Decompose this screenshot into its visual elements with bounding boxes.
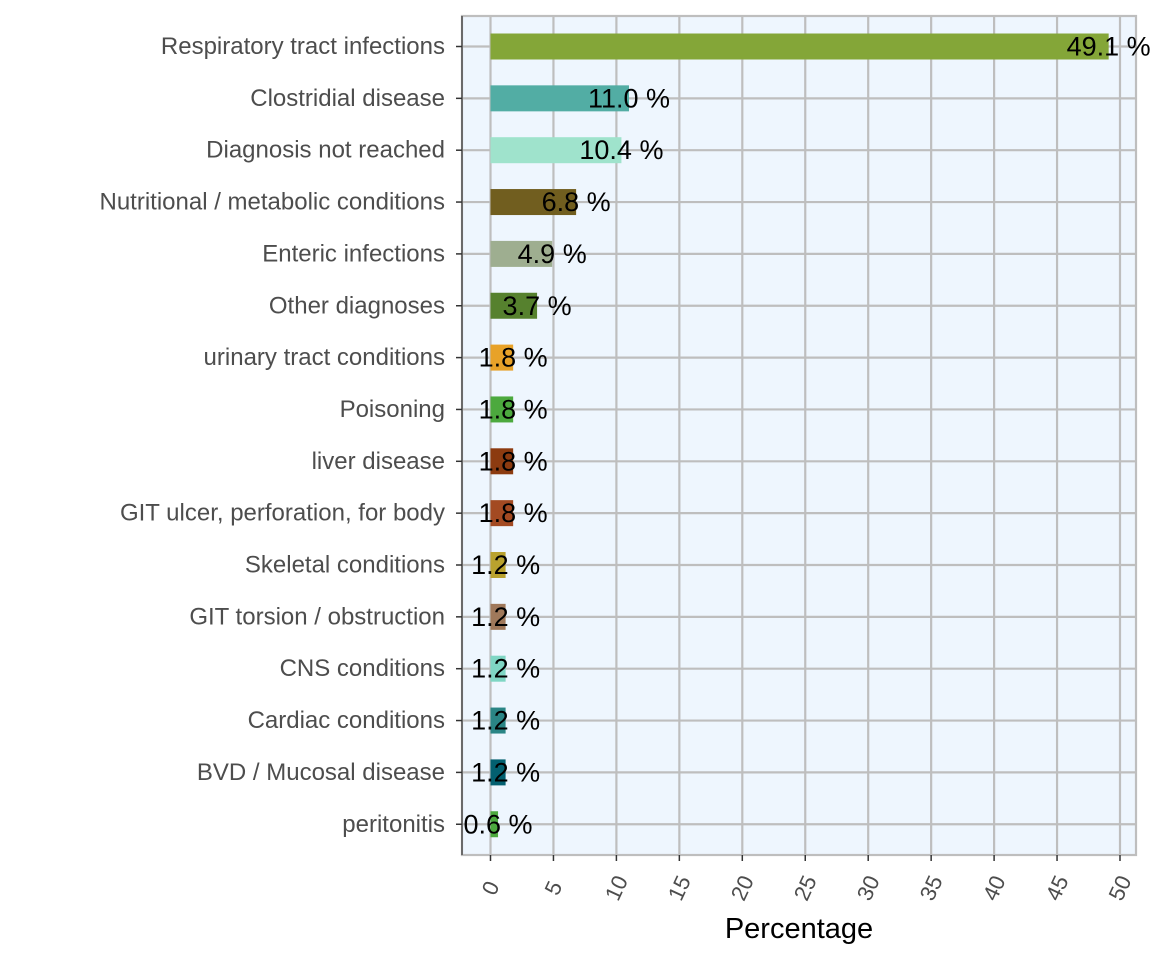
- bar: [490, 552, 506, 578]
- bar: [490, 603, 506, 630]
- x-axis-ticks: 0 5 10 15 20 25 30 35 40 45 50: [477, 855, 1137, 904]
- bar: [490, 811, 499, 838]
- data-label: 0.6 %: [464, 809, 533, 839]
- bar: [490, 137, 622, 164]
- category-label: BVD / Mucosal disease: [197, 759, 445, 786]
- x-tick-label: 20: [726, 872, 759, 905]
- category-label: Clostridial disease: [250, 85, 445, 112]
- data-label: 4.9 %: [518, 239, 587, 269]
- x-tick-label: 40: [978, 872, 1011, 905]
- x-tick-label: 10: [600, 872, 633, 905]
- category-label: Cardiac conditions: [248, 707, 445, 734]
- bar: [490, 292, 538, 319]
- bar: [490, 189, 577, 216]
- bar: [490, 85, 629, 112]
- bar: [490, 759, 506, 786]
- category-label: GIT ulcer, perforation, for body: [120, 500, 445, 527]
- category-label: Diagnosis not reached: [206, 137, 445, 164]
- data-label: 11.0 %: [588, 83, 670, 113]
- category-label: Respiratory tract infections: [161, 33, 445, 60]
- category-labels: Respiratory tract infections Clostridial …: [99, 33, 445, 838]
- data-label: 1.2 %: [471, 706, 540, 736]
- category-label: urinary tract conditions: [204, 344, 445, 371]
- bar: [490, 707, 506, 734]
- data-label: 1.8 %: [479, 498, 548, 528]
- category-label: GIT torsion / obstruction: [189, 603, 445, 630]
- category-label: liver disease: [312, 448, 445, 475]
- x-tick-label: 30: [852, 872, 885, 905]
- bar: [490, 33, 1109, 60]
- x-tick-label: 35: [915, 872, 948, 905]
- x-tick-label: 15: [663, 872, 696, 905]
- x-tick-label: 45: [1041, 872, 1074, 905]
- data-label: 1.2 %: [471, 602, 540, 632]
- data-label: 1.2 %: [471, 654, 540, 684]
- category-label: peritonitis: [342, 811, 445, 838]
- x-tick-label: 25: [789, 872, 822, 905]
- data-label: 1.2 %: [471, 757, 540, 787]
- x-tick-label: 0: [477, 877, 505, 899]
- category-label: Other diagnoses: [269, 292, 445, 319]
- bar: [490, 344, 514, 371]
- bar: [490, 655, 506, 682]
- bars: [490, 33, 1109, 838]
- data-label: 1.2 %: [471, 550, 540, 580]
- data-label: 10.4 %: [579, 135, 663, 165]
- category-label: Skeletal conditions: [245, 552, 445, 579]
- bar: [490, 240, 553, 267]
- category-ticks: [456, 45, 462, 825]
- data-label: 49.1 %: [1067, 32, 1151, 62]
- x-tick-label: 50: [1103, 872, 1136, 905]
- bar: [490, 500, 514, 527]
- data-label: 1.8 %: [479, 446, 548, 476]
- category-label: Poisoning: [340, 396, 445, 423]
- x-axis-title: Percentage: [725, 913, 873, 945]
- bar: [490, 396, 514, 423]
- category-label: Nutritional / metabolic conditions: [99, 189, 445, 216]
- data-label: 1.8 %: [479, 394, 548, 424]
- category-label: Enteric infections: [262, 240, 445, 267]
- data-label: 6.8 %: [542, 187, 611, 217]
- category-label: CNS conditions: [280, 655, 445, 682]
- data-label: 3.7 %: [503, 291, 572, 321]
- data-label: 1.8 %: [479, 343, 548, 373]
- data-labels: 49.1 % 11.0 % 10.4 % 6.8 % 4.9 % 3.7 % 1.8 % 1.…: [464, 32, 1151, 840]
- x-tick-label: 5: [540, 877, 568, 899]
- bar: [490, 448, 514, 475]
